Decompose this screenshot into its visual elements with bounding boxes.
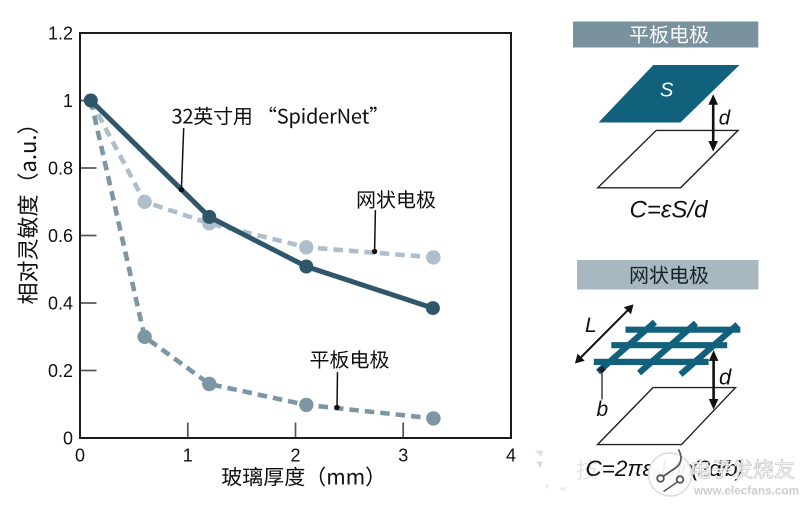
svg-text:www.elecfans.com: www.elecfans.com	[693, 484, 799, 498]
svg-text:b: b	[597, 398, 609, 421]
svg-text:0: 0	[63, 428, 73, 448]
svg-text:www.elecfans.com: www.elecfans.com	[694, 485, 800, 499]
svg-text:2: 2	[290, 446, 300, 466]
svg-text:d: d	[719, 107, 731, 130]
svg-text:0.6: 0.6	[48, 226, 73, 246]
svg-text:0.8: 0.8	[48, 158, 73, 178]
svg-text:1: 1	[183, 446, 193, 466]
svg-text:4: 4	[506, 446, 516, 466]
svg-text:S: S	[660, 80, 674, 102]
svg-text:0.4: 0.4	[48, 293, 73, 313]
svg-text:3: 3	[398, 446, 408, 466]
svg-text:d: d	[719, 365, 732, 390]
svg-text:0.2: 0.2	[48, 361, 73, 381]
svg-text:1: 1	[63, 91, 73, 111]
svg-text:0: 0	[75, 446, 85, 466]
svg-text:L: L	[585, 314, 597, 337]
svg-text:C=εS/d: C=εS/d	[630, 197, 709, 224]
svg-text:1.2: 1.2	[48, 23, 73, 43]
